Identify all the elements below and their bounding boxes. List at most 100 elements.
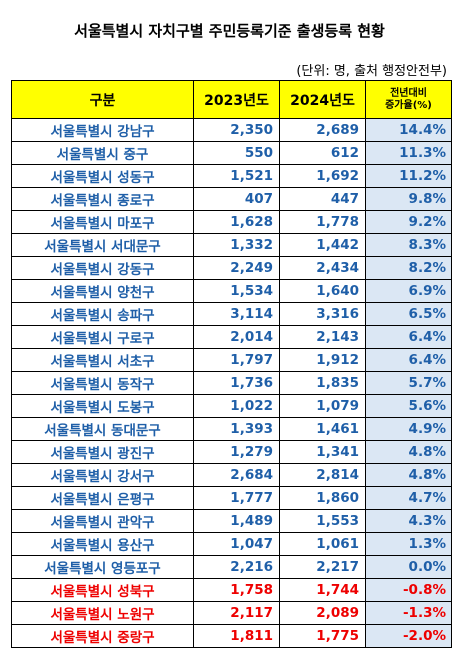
- change-cell: 9.8%: [365, 187, 452, 211]
- district-cell: 서울특별시 성동구: [11, 164, 194, 188]
- count-2024-cell: 1,778: [279, 210, 366, 234]
- count-2023-cell: 3,114: [193, 302, 280, 326]
- header-row: 구분 2023년도 2024년도 전년대비 증가율(%): [11, 80, 452, 119]
- district-cell: 서울특별시 강서구: [11, 463, 194, 487]
- count-2023-cell: 1,521: [193, 164, 280, 188]
- table-row: 서울특별시 영등포구 2,216 2,217 0.0%: [11, 555, 452, 579]
- table-row: 서울특별시 은평구 1,777 1,860 4.7%: [11, 486, 452, 510]
- change-cell: 6.5%: [365, 302, 452, 326]
- district-cell: 서울특별시 도봉구: [11, 394, 194, 418]
- count-2024-cell: 1,692: [279, 164, 366, 188]
- district-cell: 서울특별시 양천구: [11, 279, 194, 303]
- count-2024-cell: 2,217: [279, 555, 366, 579]
- unit-note: (단위: 명, 출처 행정안전부): [296, 64, 447, 79]
- count-2023-cell: 2,684: [193, 463, 280, 487]
- table-row: 서울특별시 성북구 1,758 1,744 -0.8%: [11, 578, 452, 602]
- count-2023-cell: 1,628: [193, 210, 280, 234]
- district-cell: 서울특별시 광진구: [11, 440, 194, 464]
- table-row: 서울특별시 중구 550 612 11.3%: [11, 141, 452, 165]
- district-cell: 서울특별시 서대문구: [11, 233, 194, 257]
- district-cell: 서울특별시 중구: [11, 141, 194, 165]
- change-cell: 4.8%: [365, 463, 452, 487]
- table-row: 서울특별시 마포구 1,628 1,778 9.2%: [11, 210, 452, 234]
- district-cell: 서울특별시 은평구: [11, 486, 194, 510]
- header-district: 구분: [11, 80, 194, 119]
- change-cell: 14.4%: [365, 118, 452, 142]
- count-2024-cell: 1,341: [279, 440, 366, 464]
- count-2023-cell: 550: [193, 141, 280, 165]
- change-cell: 11.2%: [365, 164, 452, 188]
- table-row: 서울특별시 서대문구 1,332 1,442 8.3%: [11, 233, 452, 257]
- count-2023-cell: 2,014: [193, 325, 280, 349]
- district-cell: 서울특별시 관악구: [11, 509, 194, 533]
- change-cell: 1.3%: [365, 532, 452, 556]
- count-2024-cell: 1,912: [279, 348, 366, 372]
- district-cell: 서울특별시 영등포구: [11, 555, 194, 579]
- count-2024-cell: 1,079: [279, 394, 366, 418]
- count-2023-cell: 1,022: [193, 394, 280, 418]
- change-cell: 4.8%: [365, 440, 452, 464]
- count-2023-cell: 1,279: [193, 440, 280, 464]
- count-2024-cell: 1,744: [279, 578, 366, 602]
- district-cell: 서울특별시 용산구: [11, 532, 194, 556]
- change-cell: 6.4%: [365, 325, 452, 349]
- count-2023-cell: 1,393: [193, 417, 280, 441]
- table-row: 서울특별시 강서구 2,684 2,814 4.8%: [11, 463, 452, 487]
- count-2024-cell: 2,689: [279, 118, 366, 142]
- table-row: 서울특별시 종로구 407 447 9.8%: [11, 187, 452, 211]
- table-row: 서울특별시 동작구 1,736 1,835 5.7%: [11, 371, 452, 395]
- header-change-line1: 전년대비: [390, 87, 427, 99]
- change-cell: 6.9%: [365, 279, 452, 303]
- count-2024-cell: 1,835: [279, 371, 366, 395]
- district-cell: 서울특별시 서초구: [11, 348, 194, 372]
- count-2024-cell: 2,143: [279, 325, 366, 349]
- count-2023-cell: 1,489: [193, 509, 280, 533]
- table-row: 서울특별시 송파구 3,114 3,316 6.5%: [11, 302, 452, 326]
- change-cell: -0.8%: [365, 578, 452, 602]
- count-2023-cell: 407: [193, 187, 280, 211]
- count-2023-cell: 1,758: [193, 578, 280, 602]
- change-cell: 11.3%: [365, 141, 452, 165]
- district-cell: 서울특별시 노원구: [11, 601, 194, 625]
- table-row: 서울특별시 광진구 1,279 1,341 4.8%: [11, 440, 452, 464]
- district-cell: 서울특별시 성북구: [11, 578, 194, 602]
- count-2024-cell: 1,775: [279, 624, 366, 648]
- count-2024-cell: 1,553: [279, 509, 366, 533]
- count-2023-cell: 1,736: [193, 371, 280, 395]
- change-cell: 5.7%: [365, 371, 452, 395]
- table-row: 서울특별시 용산구 1,047 1,061 1.3%: [11, 532, 452, 556]
- table-body: 서울특별시 강남구 2,350 2,689 14.4% 서울특별시 중구 550 612 11…: [11, 118, 452, 648]
- table-row: 서울특별시 서초구 1,797 1,912 6.4%: [11, 348, 452, 372]
- change-cell: 4.7%: [365, 486, 452, 510]
- district-cell: 서울특별시 강동구: [11, 256, 194, 280]
- count-2024-cell: 1,061: [279, 532, 366, 556]
- count-2023-cell: 2,350: [193, 118, 280, 142]
- count-2023-cell: 1,534: [193, 279, 280, 303]
- table-row: 서울특별시 관악구 1,489 1,553 4.3%: [11, 509, 452, 533]
- count-2023-cell: 2,216: [193, 555, 280, 579]
- count-2024-cell: 2,814: [279, 463, 366, 487]
- count-2023-cell: 1,777: [193, 486, 280, 510]
- header-change: 전년대비 증가율(%): [365, 80, 452, 119]
- district-cell: 서울특별시 동대문구: [11, 417, 194, 441]
- births-table: 구분 2023년도 2024년도 전년대비 증가율(%) 서울특별시 강남구 2,…: [11, 80, 452, 648]
- count-2024-cell: 612: [279, 141, 366, 165]
- count-2023-cell: 1,047: [193, 532, 280, 556]
- count-2024-cell: 2,434: [279, 256, 366, 280]
- change-cell: -1.3%: [365, 601, 452, 625]
- count-2024-cell: 3,316: [279, 302, 366, 326]
- count-2024-cell: 1,860: [279, 486, 366, 510]
- table-row: 서울특별시 성동구 1,521 1,692 11.2%: [11, 164, 452, 188]
- change-cell: 8.3%: [365, 233, 452, 257]
- district-cell: 서울특별시 마포구: [11, 210, 194, 234]
- change-cell: 4.3%: [365, 509, 452, 533]
- change-cell: 4.9%: [365, 417, 452, 441]
- change-cell: 9.2%: [365, 210, 452, 234]
- district-cell: 서울특별시 동작구: [11, 371, 194, 395]
- count-2024-cell: 1,640: [279, 279, 366, 303]
- count-2024-cell: 2,089: [279, 601, 366, 625]
- header-2023: 2023년도: [193, 80, 280, 119]
- count-2023-cell: 1,797: [193, 348, 280, 372]
- district-cell: 서울특별시 구로구: [11, 325, 194, 349]
- change-cell: 0.0%: [365, 555, 452, 579]
